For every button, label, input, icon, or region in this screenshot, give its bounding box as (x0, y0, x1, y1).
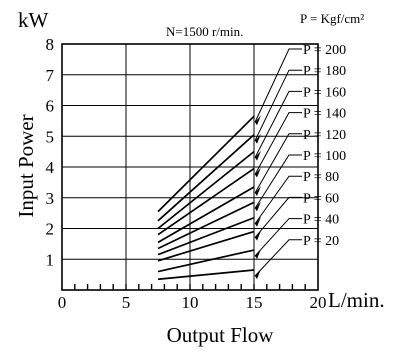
series-leader-lines (254, 48, 302, 280)
x-tick-label: 5 (122, 293, 131, 312)
series-label: P = 20 (303, 234, 339, 249)
series-line (157, 115, 255, 213)
series-leader (254, 196, 302, 238)
y-axis-title: Input Power (14, 114, 38, 217)
series-arrowhead (255, 115, 261, 126)
series-lines (157, 115, 255, 281)
x-tick-label: 0 (58, 293, 67, 312)
series-label: P = 200 (303, 43, 346, 58)
series-arrowhead (255, 249, 261, 260)
series-leader (254, 69, 302, 141)
chart-title: N=1500 r/min. (166, 24, 243, 39)
series-arrowhead (255, 216, 261, 227)
series-arrowhead (255, 150, 261, 161)
series-leader (254, 48, 302, 123)
x-tick-label: 15 (246, 293, 263, 312)
series-line (157, 150, 255, 230)
series-label: P = 100 (303, 149, 346, 164)
x-tick-label: 20 (310, 293, 327, 312)
y-tick-label: 1 (46, 250, 55, 269)
grid (62, 44, 318, 290)
series-line (157, 216, 255, 256)
x-minor-ticks (74, 284, 306, 290)
series-arrowhead (255, 167, 261, 178)
x-axis-title: Output Flow (167, 323, 275, 347)
series-label: P = 60 (303, 191, 339, 206)
series-label: P = 80 (303, 170, 339, 185)
series-line (157, 201, 255, 250)
series-labels: P = 20 P = 40 P = 60 P = 80 P = 100 P = 120 P … (303, 43, 346, 249)
x-unit-label: L/min. (328, 288, 385, 312)
series-line (157, 269, 255, 281)
series-leader (254, 133, 302, 194)
series-label: P = 160 (303, 85, 346, 100)
series-line (157, 167, 255, 236)
series-leader (254, 154, 302, 209)
series-arrowhead (255, 185, 261, 196)
y-tick-label: 4 (46, 158, 55, 177)
y-tick-label: 5 (46, 127, 55, 146)
x-tick-labels: 0 5 10 15 20 (58, 293, 327, 312)
series-leader (254, 175, 302, 225)
series-label: P = 40 (303, 213, 339, 228)
series-arrowhead (255, 133, 261, 144)
series-leader (254, 218, 302, 257)
y-tick-label: 3 (46, 189, 55, 208)
series-line (157, 230, 255, 262)
pressure-unit-note: P = Kgf/cm² (300, 11, 364, 26)
series-line (157, 186, 255, 244)
series-line (157, 134, 255, 222)
series-leader (254, 239, 302, 277)
y-tick-label: 8 (46, 35, 55, 54)
series-label: P = 140 (303, 107, 346, 122)
series-label: P = 180 (303, 64, 346, 79)
series-leader (254, 112, 302, 175)
y-tick-labels: 1 2 3 4 5 6 7 8 (46, 35, 55, 269)
series-arrowhead (255, 269, 261, 280)
series-leader (254, 90, 302, 158)
y-tick-label: 6 (46, 97, 55, 116)
series-arrowhead (255, 230, 261, 241)
y-tick-label: 2 (46, 220, 55, 239)
series-line (157, 249, 255, 273)
y-unit-label: kW (18, 8, 49, 32)
series-label: P = 120 (303, 128, 346, 143)
x-tick-label: 10 (182, 293, 199, 312)
series-arrowhead (255, 201, 261, 212)
y-tick-label: 7 (46, 66, 55, 85)
